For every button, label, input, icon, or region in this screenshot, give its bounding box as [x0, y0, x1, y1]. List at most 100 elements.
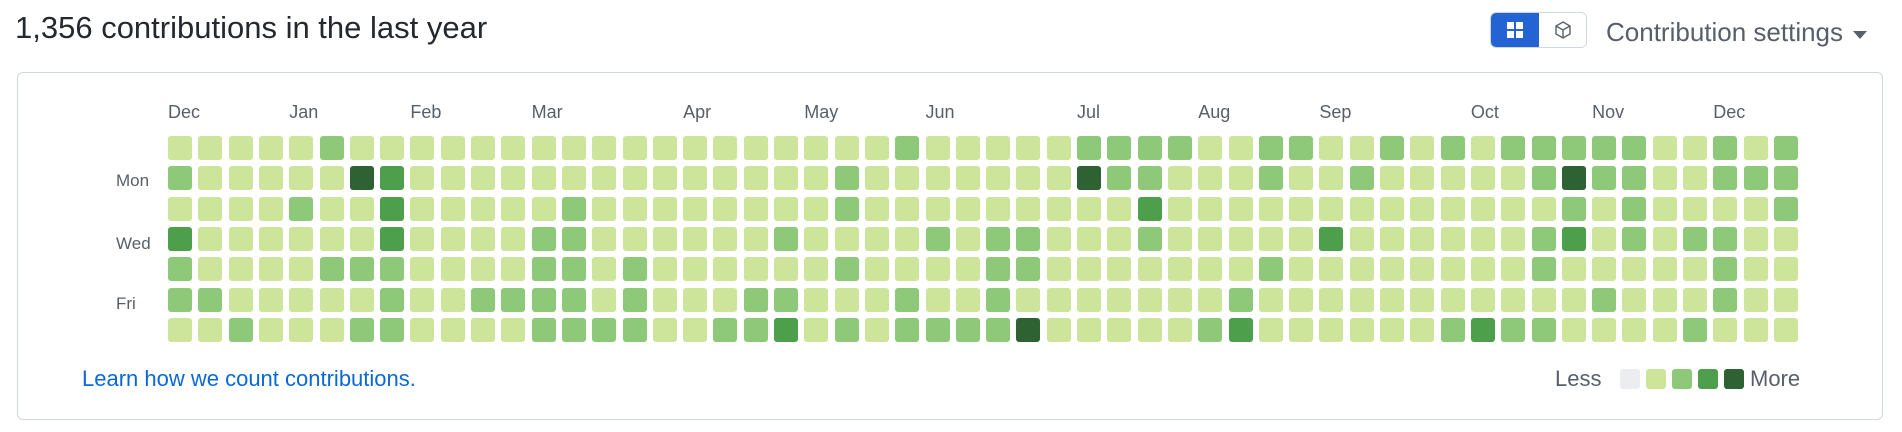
contribution-day[interactable] [229, 166, 253, 190]
contribution-day[interactable] [1138, 166, 1162, 190]
contribution-day[interactable] [1532, 197, 1556, 221]
contribution-day[interactable] [653, 136, 677, 160]
grid-view-button[interactable] [1491, 13, 1539, 47]
contribution-day[interactable] [1592, 197, 1616, 221]
contribution-day[interactable] [350, 257, 374, 281]
contribution-day[interactable] [562, 288, 586, 312]
contribution-day[interactable] [1289, 288, 1313, 312]
contribution-day[interactable] [804, 197, 828, 221]
contribution-day[interactable] [1168, 318, 1192, 342]
contribution-day[interactable] [289, 197, 313, 221]
contribution-day[interactable] [320, 197, 344, 221]
contribution-day[interactable] [1774, 197, 1798, 221]
contribution-day[interactable] [895, 257, 919, 281]
contribution-day[interactable] [1047, 227, 1071, 251]
contribution-day[interactable] [1683, 166, 1707, 190]
contribution-day[interactable] [198, 318, 222, 342]
contribution-day[interactable] [1744, 166, 1768, 190]
contribution-day[interactable] [1289, 257, 1313, 281]
contribution-day[interactable] [1774, 257, 1798, 281]
contribution-day[interactable] [1744, 197, 1768, 221]
contribution-day[interactable] [804, 136, 828, 160]
contribution-day[interactable] [441, 136, 465, 160]
contribution-day[interactable] [1016, 136, 1040, 160]
contribution-day[interactable] [713, 318, 737, 342]
contribution-day[interactable] [350, 227, 374, 251]
contribution-day[interactable] [501, 257, 525, 281]
contribution-day[interactable] [562, 166, 586, 190]
contribution-day[interactable] [289, 136, 313, 160]
contribution-day[interactable] [320, 257, 344, 281]
contribution-day[interactable] [410, 136, 434, 160]
contribution-day[interactable] [1138, 136, 1162, 160]
contribution-day[interactable] [441, 257, 465, 281]
contribution-day[interactable] [986, 288, 1010, 312]
contribution-day[interactable] [1229, 257, 1253, 281]
contribution-day[interactable] [1441, 197, 1465, 221]
contribution-day[interactable] [835, 288, 859, 312]
contribution-day[interactable] [1077, 136, 1101, 160]
contribution-day[interactable] [501, 318, 525, 342]
contribution-day[interactable] [259, 227, 283, 251]
contribution-day[interactable] [259, 318, 283, 342]
contribution-day[interactable] [1683, 197, 1707, 221]
contribution-day[interactable] [835, 197, 859, 221]
contribution-day[interactable] [804, 288, 828, 312]
contribution-day[interactable] [835, 136, 859, 160]
contribution-day[interactable] [1380, 166, 1404, 190]
contribution-day[interactable] [1259, 166, 1283, 190]
contribution-day[interactable] [441, 318, 465, 342]
contribution-day[interactable] [1441, 227, 1465, 251]
learn-contributions-link[interactable]: Learn how we count contributions. [82, 366, 416, 391]
contribution-day[interactable] [1259, 318, 1283, 342]
contribution-day[interactable] [259, 136, 283, 160]
contribution-day[interactable] [168, 257, 192, 281]
contribution-day[interactable] [592, 136, 616, 160]
contribution-day[interactable] [1471, 227, 1495, 251]
contribution-day[interactable] [1047, 257, 1071, 281]
contribution-day[interactable] [895, 288, 919, 312]
contribution-day[interactable] [1107, 166, 1131, 190]
contribution-day[interactable] [532, 257, 556, 281]
contribution-day[interactable] [1713, 227, 1737, 251]
contribution-day[interactable] [1289, 136, 1313, 160]
contribution-day[interactable] [168, 288, 192, 312]
contribution-day[interactable] [1107, 318, 1131, 342]
contribution-day[interactable] [471, 197, 495, 221]
contribution-day[interactable] [1653, 318, 1677, 342]
contribution-day[interactable] [1107, 257, 1131, 281]
contribution-day[interactable] [1259, 197, 1283, 221]
contribution-day[interactable] [1198, 136, 1222, 160]
contribution-day[interactable] [501, 136, 525, 160]
contribution-day[interactable] [926, 257, 950, 281]
contribution-day[interactable] [259, 288, 283, 312]
contribution-day[interactable] [1592, 227, 1616, 251]
contribution-day[interactable] [1622, 318, 1646, 342]
contribution-day[interactable] [1532, 166, 1556, 190]
contribution-day[interactable] [835, 166, 859, 190]
contribution-day[interactable] [1107, 227, 1131, 251]
contribution-day[interactable] [1107, 136, 1131, 160]
contribution-day[interactable] [1532, 136, 1556, 160]
contribution-day[interactable] [1289, 318, 1313, 342]
contribution-day[interactable] [683, 288, 707, 312]
contribution-day[interactable] [1380, 318, 1404, 342]
contribution-day[interactable] [1077, 166, 1101, 190]
contribution-day[interactable] [1319, 318, 1343, 342]
contribution-day[interactable] [1592, 288, 1616, 312]
contribution-day[interactable] [1380, 136, 1404, 160]
contribution-day[interactable] [1319, 166, 1343, 190]
contribution-day[interactable] [744, 136, 768, 160]
contribution-day[interactable] [1350, 257, 1374, 281]
contribution-day[interactable] [410, 257, 434, 281]
contribution-day[interactable] [1410, 166, 1434, 190]
contribution-day[interactable] [259, 197, 283, 221]
contribution-day[interactable] [471, 257, 495, 281]
contribution-day[interactable] [1198, 288, 1222, 312]
contribution-day[interactable] [1622, 227, 1646, 251]
contribution-day[interactable] [956, 288, 980, 312]
contribution-day[interactable] [713, 288, 737, 312]
contribution-day[interactable] [1683, 227, 1707, 251]
contribution-day[interactable] [1653, 166, 1677, 190]
contribution-day[interactable] [1562, 197, 1586, 221]
